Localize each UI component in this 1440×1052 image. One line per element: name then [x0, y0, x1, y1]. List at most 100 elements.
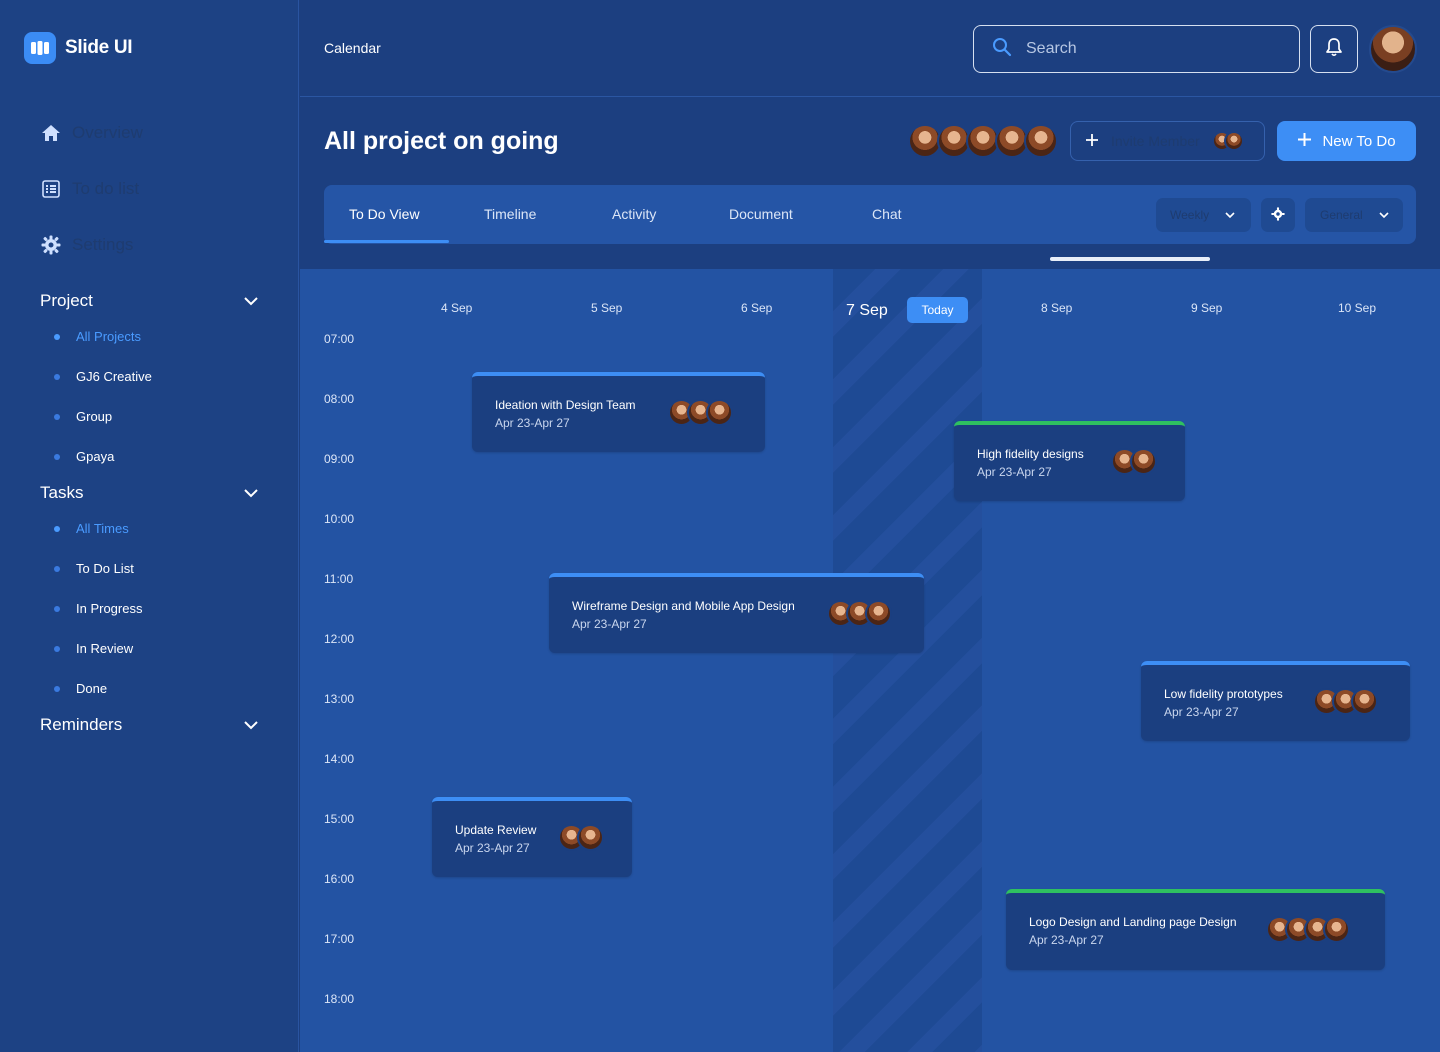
hour-label: 08:00 — [324, 392, 355, 406]
event-card[interactable]: Update Review Apr 23-Apr 27 — [432, 797, 632, 877]
invite-member-button[interactable]: Invite Member — [1070, 121, 1265, 161]
tab-chat[interactable]: Chat — [872, 206, 902, 222]
event-title: Logo Design and Landing page Design — [1029, 915, 1237, 929]
event-card[interactable]: Logo Design and Landing page Design Apr … — [1006, 889, 1385, 970]
sidebar: Slide UI Overview To do list Settings Pr… — [0, 0, 299, 1052]
hour-label: 09:00 — [324, 452, 355, 466]
tab-activity[interactable]: Activity — [612, 206, 657, 222]
project-item-gpaya[interactable]: Gpaya — [54, 449, 114, 464]
event-title: Ideation with Design Team — [495, 398, 636, 412]
sub-item-label: To Do List — [76, 561, 134, 576]
tasks-item-in-progress[interactable]: In Progress — [54, 601, 142, 616]
sub-item-label: All Projects — [76, 329, 142, 344]
search-placeholder: Search — [1026, 40, 1077, 57]
tab-to-do-view[interactable]: To Do View — [349, 206, 420, 222]
avatar — [908, 124, 942, 158]
event-assignees — [1111, 448, 1157, 475]
avatar — [1024, 124, 1058, 158]
horizontal-scrollbar[interactable] — [1050, 257, 1210, 261]
section-tasks-title: Tasks — [40, 483, 84, 502]
chevron-down-icon[interactable] — [244, 291, 258, 311]
gear-icon — [40, 234, 62, 256]
event-date: Apr 23-Apr 27 — [1164, 705, 1239, 719]
plus-icon — [1297, 132, 1312, 151]
new-todo-label: New To Do — [1322, 132, 1396, 150]
sub-item-label: In Progress — [76, 601, 143, 616]
event-assignees — [1313, 688, 1378, 715]
invited-avatars — [1211, 131, 1244, 151]
avatar — [1223, 131, 1244, 151]
section-reminders[interactable]: Reminders — [40, 715, 258, 735]
avatar — [577, 824, 604, 851]
avatar — [1323, 916, 1350, 943]
project-members[interactable] — [908, 124, 1058, 158]
tasks-item-done[interactable]: Done — [54, 681, 107, 696]
calendar-grid: 4 Sep 5 Sep 6 Sep 7 Sep Today 8 Sep 9 Se… — [300, 269, 1440, 1052]
hour-label: 14:00 — [324, 752, 355, 766]
new-todo-button[interactable]: New To Do — [1277, 121, 1416, 161]
event-card[interactable]: Ideation with Design Team Apr 23-Apr 27 — [472, 372, 765, 452]
day-header[interactable]: 5 Sep — [591, 301, 623, 315]
weekly-select[interactable]: Weekly — [1156, 198, 1251, 232]
day-header[interactable]: 6 Sep — [741, 301, 773, 315]
section-project-title: Project — [40, 291, 93, 310]
general-select[interactable]: General — [1305, 198, 1403, 232]
day-header[interactable]: 8 Sep — [1041, 301, 1073, 315]
day-header[interactable]: 4 Sep — [441, 301, 473, 315]
settings-button[interactable] — [1261, 198, 1295, 232]
avatar — [1130, 448, 1157, 475]
day-header[interactable]: 10 Sep — [1338, 301, 1377, 315]
tasks-item-in-review[interactable]: In Review — [54, 641, 133, 656]
search-input[interactable]: Search — [973, 25, 1300, 73]
event-date: Apr 23-Apr 27 — [495, 416, 570, 430]
notification-button[interactable] — [1310, 25, 1358, 73]
sub-item-label: Group — [76, 409, 113, 424]
home-icon — [40, 122, 62, 144]
day-header[interactable]: 9 Sep — [1191, 301, 1223, 315]
project-item-gj6-creative[interactable]: GJ6 Creative — [54, 369, 152, 384]
tasks-item-to-do-list[interactable]: To Do List — [54, 561, 134, 576]
invite-member-label: Invite Member — [1111, 133, 1200, 149]
event-card[interactable]: Wireframe Design and Mobile App Design A… — [549, 573, 924, 653]
event-assignees — [827, 600, 892, 627]
event-card[interactable]: Low fidelity prototypes Apr 23-Apr 27 — [1141, 661, 1410, 741]
event-assignees — [668, 399, 733, 426]
event-title: High fidelity designs — [977, 447, 1084, 461]
event-title: Update Review — [455, 823, 537, 837]
project-item-all-projects[interactable]: All Projects — [54, 329, 141, 344]
list-icon — [40, 178, 62, 200]
tab-document[interactable]: Document — [729, 206, 793, 222]
bullet-icon — [54, 685, 60, 692]
breadcrumb: Calendar — [324, 40, 381, 56]
section-project[interactable]: Project — [40, 291, 258, 311]
chevron-down-icon[interactable] — [244, 483, 258, 503]
hour-label: 18:00 — [324, 992, 355, 1006]
bullet-icon — [54, 453, 60, 460]
user-avatar[interactable] — [1369, 25, 1417, 73]
active-tab-indicator — [324, 240, 449, 243]
gear-icon — [1271, 206, 1285, 224]
sub-item-label: Done — [76, 681, 108, 696]
tasks-item-all-times[interactable]: All Times — [54, 521, 129, 536]
chevron-down-icon[interactable] — [244, 715, 258, 735]
avatar — [995, 124, 1029, 158]
event-date: Apr 23-Apr 27 — [455, 841, 530, 855]
app-name: Slide UI — [65, 37, 133, 58]
nav-todo-list-label: To do list — [72, 179, 140, 198]
today-badge[interactable]: Today — [907, 297, 968, 323]
nav-overview[interactable]: Overview — [40, 122, 143, 144]
avatar — [1351, 688, 1378, 715]
day-header-today[interactable]: 7 Sep — [846, 302, 888, 319]
app-logo[interactable]: Slide UI — [24, 32, 133, 64]
project-item-group[interactable]: Group — [54, 409, 112, 424]
bullet-icon — [54, 565, 60, 572]
event-assignees — [1266, 916, 1350, 943]
nav-settings[interactable]: Settings — [40, 234, 133, 256]
event-date: Apr 23-Apr 27 — [1029, 933, 1104, 947]
section-tasks[interactable]: Tasks — [40, 483, 258, 503]
tab-timeline[interactable]: Timeline — [484, 206, 537, 222]
top-bar: Calendar Search — [300, 0, 1440, 97]
event-title: Wireframe Design and Mobile App Design — [572, 599, 795, 613]
event-card[interactable]: High fidelity designs Apr 23-Apr 27 — [954, 421, 1185, 501]
nav-todo-list[interactable]: To do list — [40, 178, 139, 200]
